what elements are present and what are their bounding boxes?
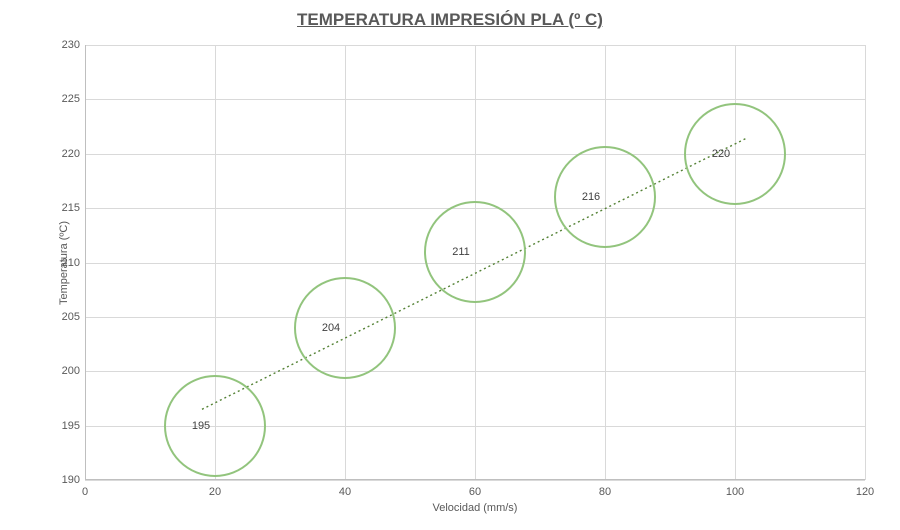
y-tick-label: 190 (55, 474, 80, 486)
grid-line-horizontal (85, 480, 865, 481)
y-tick-label: 205 (55, 311, 80, 323)
data-bubble (554, 146, 656, 248)
x-tick-label: 100 (726, 486, 744, 498)
data-label: 211 (452, 246, 470, 258)
data-bubble (424, 201, 526, 303)
x-tick-label: 120 (856, 486, 874, 498)
data-bubble (164, 375, 266, 477)
x-tick-label: 20 (209, 486, 221, 498)
y-tick-label: 225 (55, 93, 80, 105)
y-tick-label: 230 (55, 39, 80, 51)
data-bubble (684, 103, 786, 205)
x-tick-label: 60 (469, 486, 481, 498)
grid-line-vertical (865, 45, 866, 480)
data-label: 220 (712, 148, 730, 160)
data-label: 195 (192, 420, 210, 432)
y-tick-label: 215 (55, 202, 80, 214)
data-label: 216 (582, 191, 600, 203)
y-tick-label: 200 (55, 365, 80, 377)
plot-area: 195 204 211 216 220 (85, 45, 865, 480)
y-tick-label: 220 (55, 148, 80, 160)
x-tick-label: 80 (599, 486, 611, 498)
x-tick-label: 0 (82, 486, 88, 498)
data-label: 204 (322, 322, 340, 334)
x-tick-label: 40 (339, 486, 351, 498)
chart-title: TEMPERATURA IMPRESIÓN PLA (º C) (0, 10, 900, 30)
y-tick-label: 195 (55, 420, 80, 432)
data-bubble (294, 277, 396, 379)
y-tick-label: 210 (55, 257, 80, 269)
x-axis-title: Velocidad (mm/s) (85, 502, 865, 514)
chart-container: TEMPERATURA IMPRESIÓN PLA (º C) 195 204 21… (0, 0, 900, 530)
